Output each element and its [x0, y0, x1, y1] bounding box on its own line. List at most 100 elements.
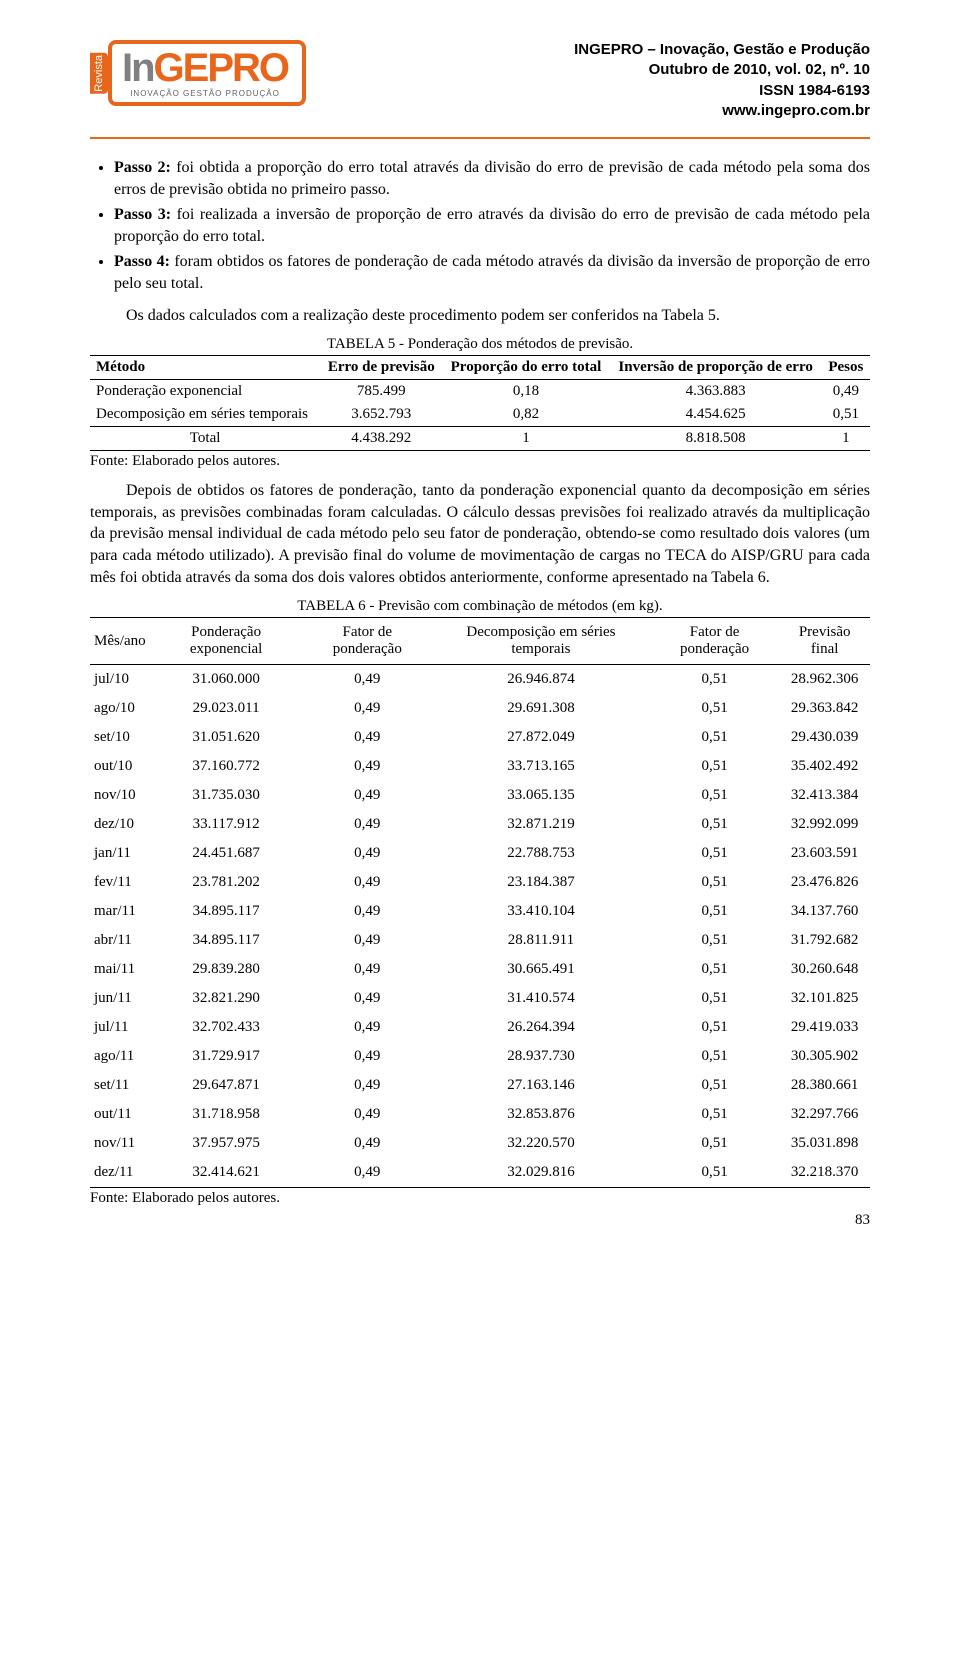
table6-h2: Fator de ponderação	[303, 618, 433, 665]
table6-cell: 32.871.219	[432, 810, 650, 839]
table6-cell: 27.872.049	[432, 723, 650, 752]
table5-row: Ponderação exponencial785.4990,184.363.8…	[90, 380, 870, 404]
table6-cell: 0,51	[650, 1071, 780, 1100]
page-number: 83	[855, 1212, 870, 1229]
table6-cell: 23.781.202	[150, 868, 303, 897]
table6-cell: 0,51	[650, 1100, 780, 1129]
table6-cell: 32.821.290	[150, 984, 303, 1013]
table6-row: out/1037.160.7720,4933.713.1650,5135.402…	[90, 752, 870, 781]
table6-row: dez/1033.117.9120,4932.871.2190,5132.992…	[90, 810, 870, 839]
table6-row: fev/1123.781.2020,4923.184.3870,5123.476…	[90, 868, 870, 897]
table6-cell: 29.363.842	[779, 694, 870, 723]
table6-cell: 29.647.871	[150, 1071, 303, 1100]
table6-cell: 0,51	[650, 1158, 780, 1188]
table6-cell: jun/11	[90, 984, 150, 1013]
table6-cell: 0,49	[303, 1129, 433, 1158]
table6-cell: 24.451.687	[150, 839, 303, 868]
table6-cell: 0,49	[303, 897, 433, 926]
table5-row: Decomposição em séries temporais3.652.79…	[90, 403, 870, 427]
table6-row: jun/1132.821.2900,4931.410.5740,5132.101…	[90, 984, 870, 1013]
logo-tagline: INOVAÇÃO GESTÃO PRODUÇÃO	[130, 90, 280, 98]
table6-cell: 32.414.621	[150, 1158, 303, 1188]
table6-cell: 34.895.117	[150, 897, 303, 926]
table6-cell: 23.603.591	[779, 839, 870, 868]
table6-cell: 22.788.753	[432, 839, 650, 868]
table6-cell: 27.163.146	[432, 1071, 650, 1100]
issn: ISSN 1984-6193	[574, 81, 870, 101]
table6-cell: 0,49	[303, 781, 433, 810]
table5-cell: 4.438.292	[320, 427, 442, 451]
table6-h3: Decomposição em séries temporais	[432, 618, 650, 665]
table5-row: Total4.438.29218.818.5081	[90, 427, 870, 451]
website: www.ingepro.com.br	[574, 101, 870, 121]
table6-row: set/1031.051.6200,4927.872.0490,5129.430…	[90, 723, 870, 752]
table5-cell: Ponderação exponencial	[90, 380, 320, 404]
table6-cell: 0,49	[303, 694, 433, 723]
table6-cell: 33.410.104	[432, 897, 650, 926]
table6-cell: 0,51	[650, 781, 780, 810]
table6-cell: 31.718.958	[150, 1100, 303, 1129]
table6-cell: 23.184.387	[432, 868, 650, 897]
table6-source: Fonte: Elaborado pelos autores.	[90, 1190, 870, 1207]
table6-cell: 32.029.816	[432, 1158, 650, 1188]
table6-h1: Ponderação exponencial	[150, 618, 303, 665]
table5-cell: Decomposição em séries temporais	[90, 403, 320, 427]
table5-h3: Inversão de proporção de erro	[610, 356, 822, 380]
table5: Método Erro de previsão Proporção do err…	[90, 355, 870, 451]
table6-cell: 26.946.874	[432, 665, 650, 695]
table6-cell: 0,49	[303, 723, 433, 752]
table5-cell: 785.499	[320, 380, 442, 404]
logo-tab: Revista	[90, 53, 108, 94]
table5-cell: 0,18	[442, 380, 609, 404]
table6-cell: 31.051.620	[150, 723, 303, 752]
table6-row: ago/1029.023.0110,4929.691.3080,5129.363…	[90, 694, 870, 723]
table6-row: abr/1134.895.1170,4928.811.9110,5131.792…	[90, 926, 870, 955]
table6-cell: 0,49	[303, 665, 433, 695]
table6-cell: 37.160.772	[150, 752, 303, 781]
table6-cell: 23.476.826	[779, 868, 870, 897]
table6-cell: dez/10	[90, 810, 150, 839]
table5-cell: 4.363.883	[610, 380, 822, 404]
table6-row: jan/1124.451.6870,4922.788.7530,5123.603…	[90, 839, 870, 868]
table6-cell: 30.305.902	[779, 1042, 870, 1071]
table6-cell: jan/11	[90, 839, 150, 868]
table6-row: set/1129.647.8710,4927.163.1460,5128.380…	[90, 1071, 870, 1100]
table6-cell: 0,49	[303, 1100, 433, 1129]
table6-cell: jul/10	[90, 665, 150, 695]
table6-cell: 29.839.280	[150, 955, 303, 984]
table6-cell: 30.260.648	[779, 955, 870, 984]
issue-info: Outubro de 2010, vol. 02, nº. 10	[574, 60, 870, 80]
table6-cell: 28.937.730	[432, 1042, 650, 1071]
step-text: foram obtidos os fatores de ponderação d…	[114, 253, 870, 292]
table5-h0: Método	[90, 356, 320, 380]
table6-cell: 0,49	[303, 955, 433, 984]
logo-wordmark: InGEPRO	[122, 48, 288, 88]
step-item: Passo 4: foram obtidos os fatores de pon…	[114, 251, 870, 294]
table6-cell: 35.402.492	[779, 752, 870, 781]
header-rule	[90, 137, 870, 139]
table6-cell: 0,51	[650, 984, 780, 1013]
table6-cell: 29.023.011	[150, 694, 303, 723]
table6-cell: ago/10	[90, 694, 150, 723]
table6-cell: 0,51	[650, 1042, 780, 1071]
table6-cell: 0,51	[650, 926, 780, 955]
table6-cell: 0,49	[303, 1042, 433, 1071]
table5-h2: Proporção do erro total	[442, 356, 609, 380]
table6-header-row: Mês/ano Ponderação exponencial Fator de …	[90, 618, 870, 665]
table6-cell: 0,49	[303, 752, 433, 781]
table5-cell: Total	[90, 427, 320, 451]
table6-cell: 28.962.306	[779, 665, 870, 695]
table5-h4: Pesos	[822, 356, 870, 380]
table6-cell: 0,51	[650, 810, 780, 839]
table5-cell: 1	[822, 427, 870, 451]
table6-cell: 0,51	[650, 723, 780, 752]
table6-cell: set/10	[90, 723, 150, 752]
logo-main: InGEPRO INOVAÇÃO GESTÃO PRODUÇÃO	[108, 40, 306, 106]
table6-row: mai/1129.839.2800,4930.665.4910,5130.260…	[90, 955, 870, 984]
table6-cell: ago/11	[90, 1042, 150, 1071]
table6-cell: 31.729.917	[150, 1042, 303, 1071]
table5-cell: 0,51	[822, 403, 870, 427]
table6-cell: nov/11	[90, 1129, 150, 1158]
table6-cell: 31.410.574	[432, 984, 650, 1013]
table6-cell: 30.665.491	[432, 955, 650, 984]
